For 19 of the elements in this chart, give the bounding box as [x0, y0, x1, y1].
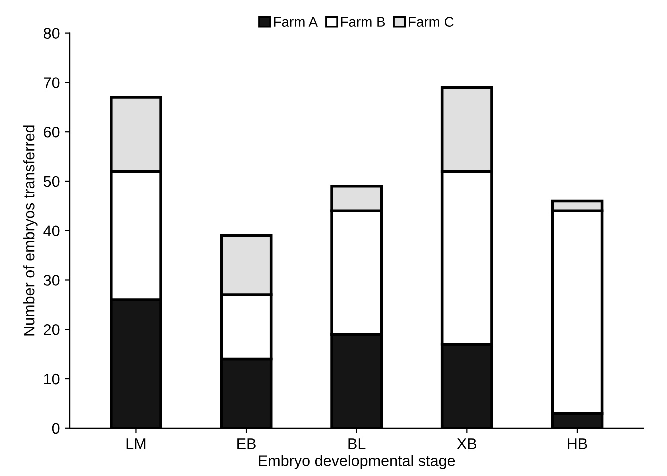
y-tick-label: 20	[44, 324, 60, 336]
y-tick-label: 10	[44, 374, 60, 385]
x-tick-label: HB	[568, 438, 588, 450]
y-tick-label: 50	[44, 176, 60, 188]
x-tick-label: XB	[457, 438, 477, 450]
legend-label: Farm C	[409, 17, 454, 27]
y-tick-label: 30	[44, 275, 60, 286]
x-tick-label: EB	[238, 438, 256, 450]
x-tick-label: LM	[126, 438, 146, 450]
x-axis-title: Embryo developmental stage	[259, 455, 456, 470]
y-tick-label: 40	[44, 226, 60, 237]
y-tick-label: 0	[52, 423, 60, 434]
x-tick-label: BL	[348, 438, 366, 450]
y-tick-label: 70	[44, 78, 60, 88]
legend-label: Farm A	[274, 17, 318, 27]
y-tick-label: 60	[44, 126, 60, 138]
y-axis-title: Number of embryos transferred	[24, 126, 38, 336]
y-tick-label: 80	[44, 28, 60, 40]
legend-label: Farm B	[341, 17, 386, 27]
